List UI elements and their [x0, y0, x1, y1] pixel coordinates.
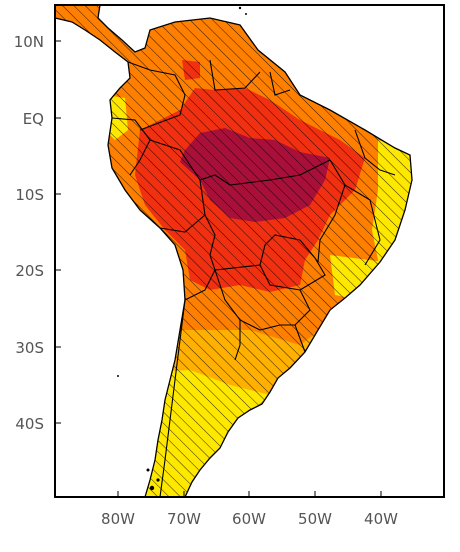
- islands: [117, 6, 247, 491]
- lon-axis: [117, 491, 382, 497]
- lon-label-60w: 60W: [232, 510, 266, 528]
- lat-label-10n: 10N: [14, 33, 44, 51]
- country-borders: [111, 59, 396, 497]
- coastline: [55, 5, 413, 497]
- lon-label-80w: 80W: [101, 510, 135, 528]
- lat-label-40s: 40S: [15, 415, 44, 433]
- lon-label-40w: 40W: [364, 510, 398, 528]
- hatch-overlay: [55, 5, 412, 497]
- land-mass: [55, 5, 413, 497]
- lon-label-50w: 50W: [298, 510, 332, 528]
- lat-label-10s: 10S: [15, 186, 44, 204]
- lat-label-20s: 20S: [15, 262, 44, 280]
- lat-label-30s: 30S: [15, 339, 44, 357]
- lat-axis: [55, 40, 61, 424]
- lon-label-70w: 70W: [167, 510, 201, 528]
- lat-label-eq: EQ: [23, 110, 44, 128]
